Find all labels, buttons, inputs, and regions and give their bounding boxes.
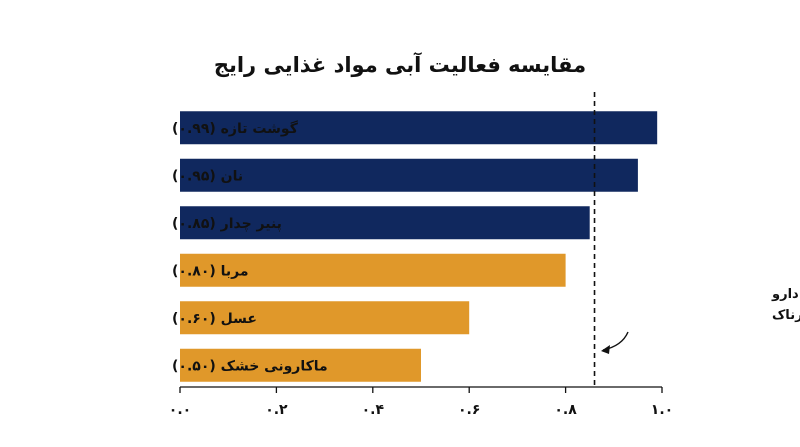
bars-layer <box>180 111 658 382</box>
category-label: پنیر چدار (۰.۸۵) <box>172 216 282 232</box>
category-label: ماکارونی خشک (۰.۵۰) <box>172 358 328 374</box>
x-axis: ۰.۰ ۰.۲ ۰.۴ ۰.۶ ۰.۸ ۱.۰ <box>169 386 673 418</box>
threshold-label: آستانه سازمان غذا و دارو <box>771 285 800 302</box>
bar <box>180 301 470 335</box>
x-tick-label: ۰.۰ <box>169 402 191 418</box>
bar <box>180 348 421 382</box>
bar <box>180 111 658 145</box>
x-tick-label: ۱.۰ <box>651 402 673 418</box>
category-labels: گوشت تازه (۰.۹۹) نان (۰.۹۵) پنیر چدار (۰.۸… <box>172 120 328 375</box>
bar <box>180 253 566 287</box>
x-tick-label: ۰.۲ <box>265 402 288 418</box>
x-tick-label: ۰.۸ <box>554 402 577 418</box>
bar <box>180 206 590 240</box>
category-label: گوشت تازه (۰.۹۹) <box>172 120 299 137</box>
threshold-arrowhead <box>601 345 610 354</box>
threshold: آستانه سازمان غذا و دارو برای غذاهای بالق… <box>593 92 800 387</box>
bar <box>180 158 638 192</box>
chart-title: مقایسه فعالیت آبی مواد غذایی رایج <box>214 52 586 77</box>
category-label: نان (۰.۹۵) <box>172 168 243 184</box>
category-label: مربا (۰.۸۰) <box>172 263 249 279</box>
threshold-label: برای غذاهای بالقوه خطرناک <box>772 308 800 323</box>
x-tick-label: ۰.۴ <box>362 402 385 418</box>
x-tick-label: ۰.۶ <box>458 402 480 418</box>
category-label: عسل (۰.۶۰) <box>172 311 257 327</box>
